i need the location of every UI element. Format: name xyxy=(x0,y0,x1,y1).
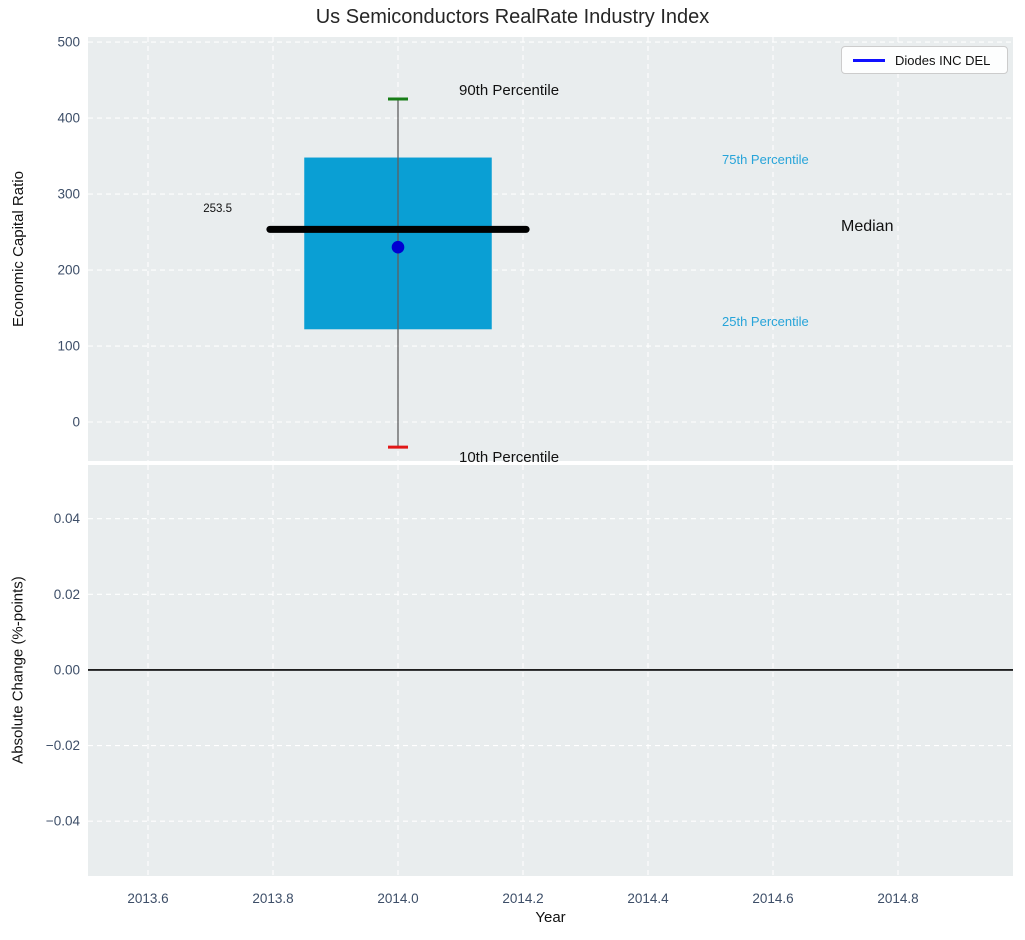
legend-line-sample xyxy=(853,58,885,62)
bottom-y-tick-label: 0.02 xyxy=(54,587,80,602)
top-plot-background xyxy=(88,37,1013,461)
x-tick-label: 2014.8 xyxy=(877,891,918,906)
bottom-y-tick-label: −0.02 xyxy=(46,738,80,753)
top-plot-overlay: 90th Percentile 75th Percentile Median 2… xyxy=(88,37,1013,462)
annotation-median-value: 253.5 xyxy=(203,203,232,215)
legend: Diodes INC DEL xyxy=(841,46,1008,74)
top-y-tick-label: 500 xyxy=(57,35,80,50)
annotation-median: Median xyxy=(841,218,894,235)
chart-title: Us Semiconductors RealRate Industry Inde… xyxy=(315,6,710,28)
bottom-y-tick-label: 0.00 xyxy=(54,662,80,677)
top-y-tick-label: 300 xyxy=(57,187,80,202)
annotation-10th-percentile: 10th Percentile xyxy=(459,449,560,462)
company-point xyxy=(391,240,405,254)
top-y-tick-label: 100 xyxy=(57,339,80,354)
bottom-y-tick-label: 0.04 xyxy=(54,511,81,526)
x-tick-label: 2013.8 xyxy=(252,891,293,906)
top-y-tick-label: 200 xyxy=(57,263,80,278)
top-y-tick-label: 400 xyxy=(57,111,80,126)
x-tick-label: 2014.6 xyxy=(752,891,793,906)
top-y-axis-label: Economic Capital Ratio xyxy=(10,171,27,327)
bottom-y-axis-label: Absolute Change (%-points) xyxy=(9,576,27,764)
annotation-75th-percentile: 75th Percentile xyxy=(722,152,809,167)
annotation-90th-percentile: 90th Percentile xyxy=(459,82,560,99)
top-y-tick-label: 0 xyxy=(72,415,80,430)
x-tick-label: 2013.6 xyxy=(127,891,168,906)
x-tick-label: 2014.4 xyxy=(627,891,669,906)
bottom-y-tick-label: −0.04 xyxy=(46,814,81,829)
x-tick-label: 2014.2 xyxy=(502,891,543,906)
legend-label: Diodes INC DEL xyxy=(895,52,991,68)
x-tick-label: 2014.0 xyxy=(377,891,418,906)
annotation-25th-percentile: 25th Percentile xyxy=(722,314,809,329)
x-axis-label: Year xyxy=(535,909,566,926)
